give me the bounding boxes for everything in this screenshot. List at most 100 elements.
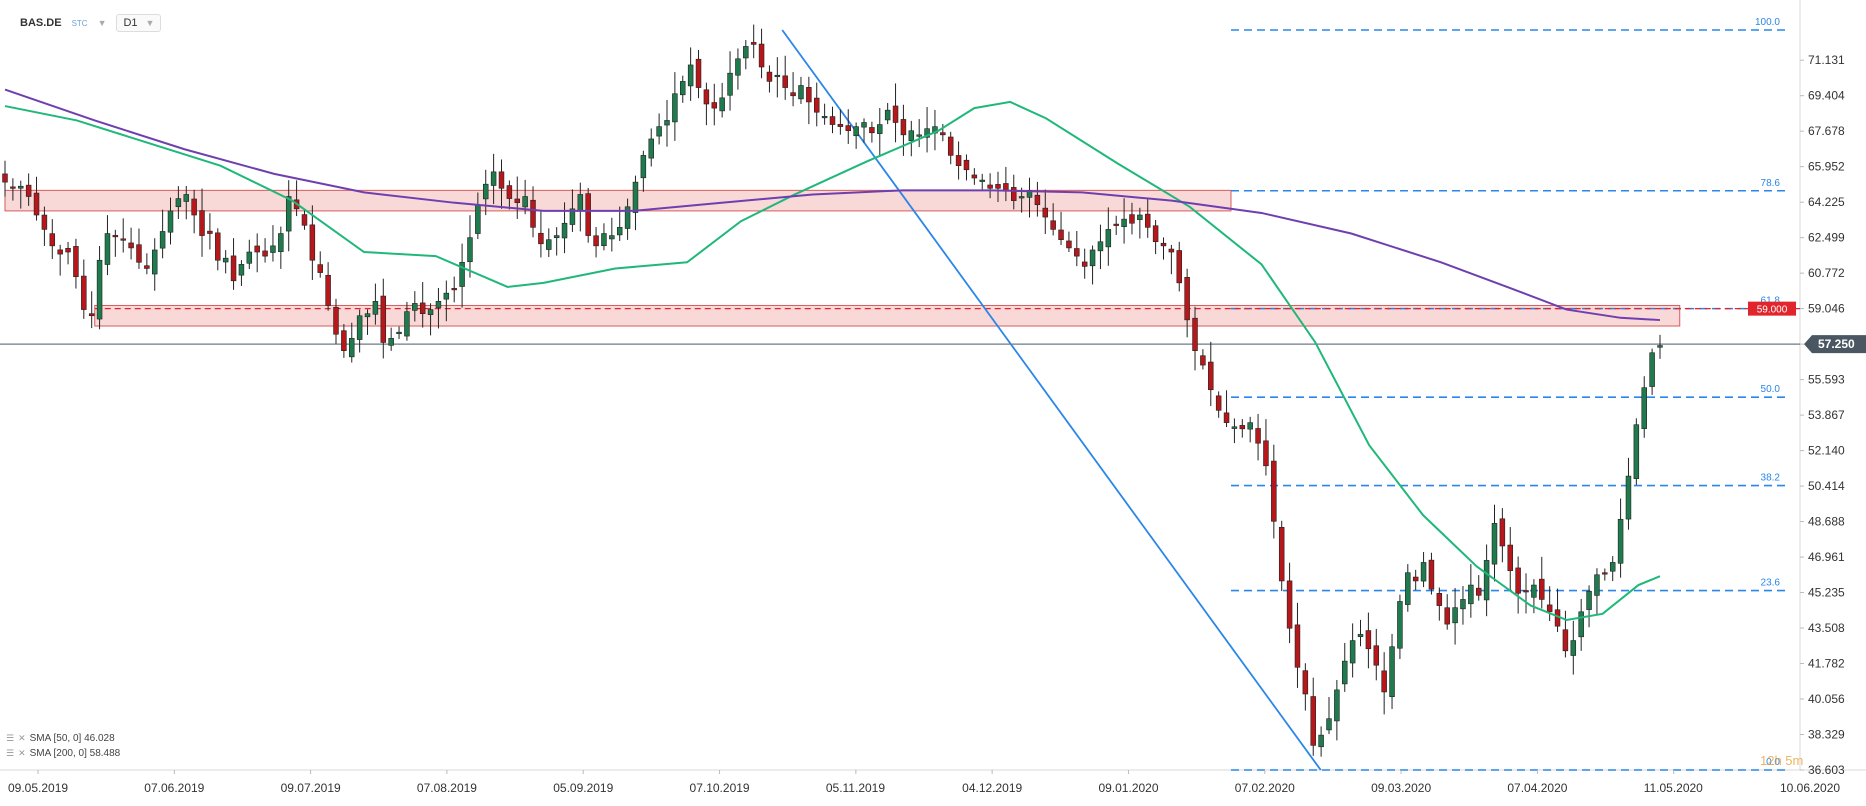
candle-body [1042, 207, 1049, 218]
y-tick-label: 48.688 [1808, 515, 1845, 529]
candle-body [656, 126, 662, 137]
y-tick-label: 52.140 [1808, 444, 1845, 458]
candle-body [695, 58, 702, 88]
symbol-dropdown-icon[interactable]: ▼ [97, 18, 107, 28]
candle-body [1515, 567, 1521, 594]
candle-body [1081, 261, 1088, 267]
candle-body [672, 93, 678, 123]
candle-body [1003, 183, 1009, 191]
y-tick-label: 60.772 [1808, 266, 1845, 280]
close-icon[interactable]: ✕ [18, 733, 26, 743]
candle-body [41, 214, 48, 230]
candle-body [1436, 593, 1443, 606]
candle-body [601, 233, 607, 247]
candle-body [1184, 277, 1190, 321]
candle-body [853, 126, 859, 137]
candle-body [916, 134, 922, 137]
candle-body [159, 231, 166, 249]
candle-body [995, 184, 1001, 189]
candle-body [419, 302, 426, 314]
y-tick-label: 45.235 [1808, 586, 1845, 600]
y-tick-label: 59.046 [1808, 302, 1845, 316]
candle-body [924, 128, 930, 138]
candle-body [664, 120, 670, 126]
candle-body [1452, 607, 1458, 624]
candle-body [451, 288, 457, 291]
x-tick-label: 05.11.2019 [826, 781, 885, 795]
candle-body [1617, 518, 1624, 564]
candle-body [963, 159, 970, 171]
candle-body [1373, 645, 1380, 666]
candle-body [648, 138, 654, 159]
alert-level-tag [1748, 301, 1796, 316]
indicator-label: SMA [50, 0] 46.028 [29, 733, 115, 744]
candle-body [1602, 572, 1608, 575]
candle-body [609, 235, 615, 240]
candle-body [971, 174, 978, 179]
candle-body [1342, 660, 1348, 685]
candle-body [1326, 718, 1332, 731]
settings-icon[interactable]: ☰ [6, 748, 15, 758]
candle-body [1137, 214, 1143, 220]
candle-body [380, 295, 387, 343]
candle-body [553, 235, 560, 239]
candle-body [435, 301, 442, 308]
y-tick-label: 53.867 [1808, 408, 1845, 422]
candle-body [711, 102, 718, 109]
candle-body [120, 238, 126, 241]
candle-body [112, 235, 119, 238]
candle-body [632, 181, 639, 213]
candle-body [1539, 578, 1545, 600]
candle-body [215, 232, 221, 261]
candle-body [427, 309, 434, 315]
settings-icon[interactable]: ☰ [6, 733, 15, 743]
candle-body [877, 124, 883, 134]
candle-body [766, 71, 773, 82]
candle-body [1168, 248, 1175, 253]
candle-body [727, 72, 733, 96]
y-tick-label: 64.225 [1808, 195, 1845, 209]
candle-body [908, 130, 915, 142]
candle-body [735, 58, 741, 76]
close-icon[interactable]: ✕ [18, 748, 26, 758]
candle-body [1129, 214, 1135, 224]
fib-level-label: 100.0 [1755, 17, 1780, 28]
candle-body [1609, 562, 1616, 572]
candle-body [1334, 689, 1340, 722]
candle-body [88, 313, 95, 317]
candle-body [1483, 560, 1490, 601]
y-tick-label: 67.678 [1808, 124, 1845, 138]
candle-body [317, 264, 323, 273]
candle-body [285, 196, 292, 232]
candle-body [1263, 440, 1269, 467]
symbol-label[interactable]: BAS.DE [20, 17, 62, 29]
candle-body [821, 116, 828, 119]
candle-body [774, 74, 781, 78]
candle-body [1089, 249, 1096, 267]
timeframe-select[interactable]: D1 ▼ [116, 14, 162, 32]
candle-body [262, 250, 268, 257]
candle-body [1531, 584, 1537, 598]
candle-body [1208, 361, 1214, 391]
candle-body [1349, 640, 1356, 664]
candle-body [199, 210, 205, 236]
candle-body [616, 227, 623, 236]
candle-body [640, 155, 647, 179]
candle-body [238, 264, 245, 276]
indicator-sma200[interactable]: ☰ ✕ SMA [200, 0] 58.488 [6, 746, 120, 761]
source-label: STC [71, 18, 88, 28]
candle-body [10, 186, 16, 189]
candle-body [1018, 196, 1025, 199]
current-price-tag [1804, 335, 1866, 354]
candle-body [1200, 355, 1206, 366]
candle-body [1405, 572, 1411, 605]
candle-body [1058, 229, 1064, 240]
candle-body [750, 42, 757, 45]
candle-body [1294, 624, 1301, 668]
candle-body [104, 233, 111, 265]
candle-body [1657, 345, 1663, 348]
candle-body [412, 303, 418, 311]
candle-body [530, 199, 536, 228]
indicator-sma50[interactable]: ☰ ✕ SMA [50, 0] 46.028 [6, 731, 120, 746]
